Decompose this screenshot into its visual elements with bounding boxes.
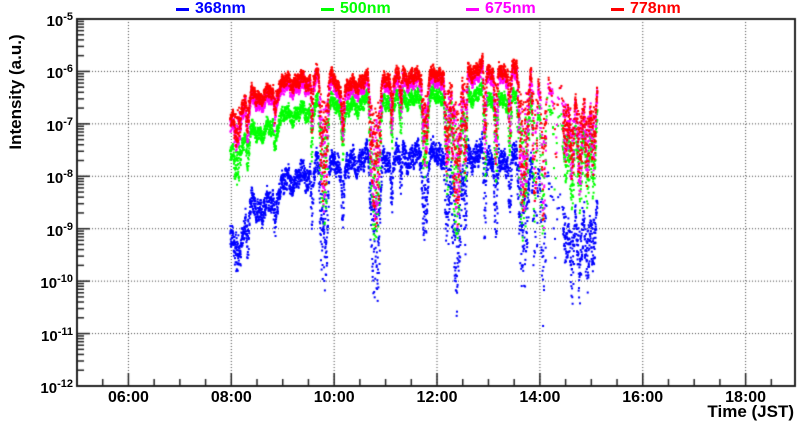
y-axis-title: Intensity (a.u.) [6, 34, 25, 150]
legend-item-675nm: 675nm [466, 0, 536, 18]
y-tick-label: 10-12 [40, 378, 73, 397]
legend-label-500nm: 500nm [340, 0, 391, 17]
legend: 368nm 500nm 675nm 778nm [0, 0, 800, 18]
legend-line-368nm-icon [176, 7, 189, 11]
y-tick-label: 10-6 [46, 63, 73, 83]
x-axis-title: Time (JST) [707, 402, 794, 421]
x-tick-label: 16:00 [622, 389, 664, 406]
legend-item-500nm: 500nm [321, 0, 391, 18]
x-tick-label: 12:00 [416, 389, 458, 406]
y-tick-label: 10-8 [46, 168, 73, 188]
legend-item-368nm: 368nm [176, 0, 246, 18]
x-tick-label: 10:00 [313, 389, 355, 406]
legend-line-500nm-icon [321, 7, 334, 11]
y-tick-label: 10-5 [46, 11, 73, 30]
legend-label-368nm: 368nm [195, 0, 246, 17]
legend-line-778nm-icon [611, 7, 624, 11]
x-tick-label: 08:00 [210, 389, 252, 406]
y-tick-label: 10-9 [46, 220, 73, 240]
x-tick-label: 06:00 [107, 389, 149, 406]
x-tick-label: 14:00 [519, 389, 561, 406]
x-tick-label: 18:00 [725, 389, 767, 406]
legend-label-778nm: 778nm [630, 0, 681, 17]
legend-line-675nm-icon [466, 7, 479, 11]
y-tick-label: 10-11 [41, 325, 73, 345]
y-tick-label: 10-10 [40, 273, 73, 293]
legend-label-675nm: 675nm [485, 0, 536, 17]
legend-item-778nm: 778nm [611, 0, 681, 18]
y-tick-label: 10-7 [46, 115, 73, 135]
